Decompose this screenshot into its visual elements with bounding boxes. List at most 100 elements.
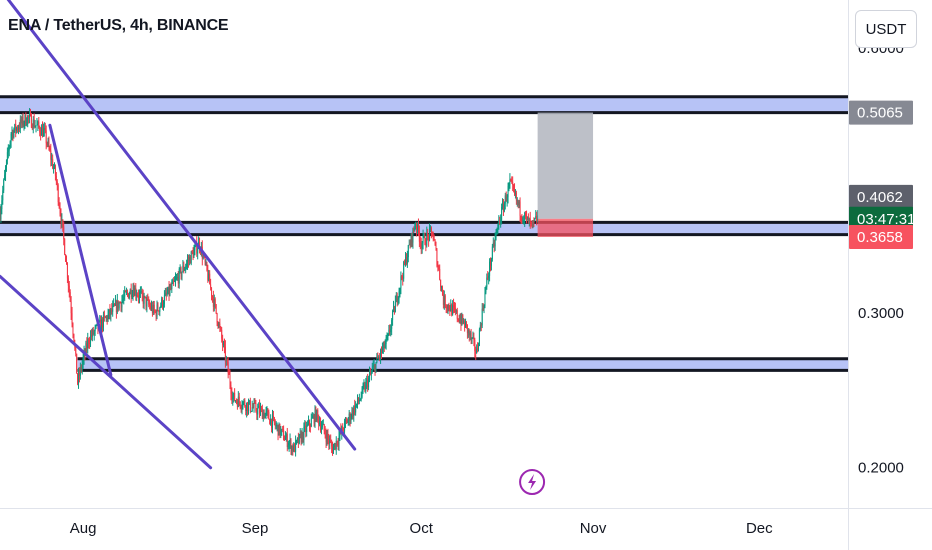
candle-body bbox=[529, 218, 531, 223]
candle-body bbox=[307, 424, 309, 426]
candle-body bbox=[191, 251, 193, 253]
position-target-zone[interactable] bbox=[537, 112, 594, 219]
currency-selector[interactable]: USDT bbox=[855, 10, 917, 48]
trendline-3[interactable] bbox=[0, 274, 213, 470]
candle-body bbox=[452, 305, 454, 315]
candle-body bbox=[485, 286, 487, 293]
candle-body bbox=[348, 413, 350, 420]
candle-body bbox=[464, 321, 466, 328]
candle-body bbox=[518, 201, 520, 206]
candle-body bbox=[331, 442, 333, 447]
candle-body bbox=[175, 279, 177, 281]
candle-body bbox=[403, 262, 405, 279]
candle-body bbox=[259, 405, 261, 414]
candle-body bbox=[58, 202, 60, 207]
candle-body bbox=[216, 313, 218, 323]
zone-support-mid bbox=[0, 222, 848, 235]
candle-body bbox=[24, 115, 26, 124]
candle-body bbox=[486, 277, 488, 287]
candle-body bbox=[184, 268, 186, 271]
candle-body bbox=[102, 315, 104, 328]
candle-body bbox=[220, 327, 222, 330]
candle-body bbox=[129, 289, 131, 295]
candle-body bbox=[224, 346, 226, 362]
candle-body bbox=[51, 158, 53, 160]
candle-body bbox=[59, 206, 61, 214]
candle-body bbox=[254, 402, 256, 404]
position-stop-zone[interactable] bbox=[537, 218, 594, 237]
candle-body bbox=[11, 131, 13, 135]
candle-body bbox=[335, 440, 337, 450]
candle-body bbox=[456, 310, 458, 319]
candle-body bbox=[158, 310, 160, 312]
price-label-red bbox=[849, 224, 913, 249]
event-layer[interactable] bbox=[519, 469, 546, 495]
candle-body bbox=[169, 287, 171, 295]
candle-body bbox=[532, 220, 534, 223]
candle-body bbox=[478, 329, 480, 346]
candle-body bbox=[248, 400, 250, 404]
candle-body bbox=[162, 298, 164, 307]
candle-body bbox=[114, 304, 116, 306]
candle-body bbox=[292, 446, 294, 452]
candle-body bbox=[299, 433, 301, 435]
candle-body bbox=[406, 257, 408, 264]
candle-body bbox=[365, 382, 367, 391]
candle-body bbox=[523, 220, 525, 222]
candle-body bbox=[455, 310, 457, 312]
candle-body bbox=[454, 308, 456, 312]
position-layer[interactable] bbox=[537, 112, 594, 237]
candle-body bbox=[304, 425, 306, 427]
candle-body bbox=[377, 356, 379, 359]
candle-body bbox=[527, 216, 529, 224]
candle-body bbox=[16, 127, 18, 131]
candle-body bbox=[204, 256, 206, 263]
candle-body bbox=[115, 301, 117, 313]
candle-body bbox=[301, 432, 303, 443]
candle-body bbox=[146, 299, 148, 307]
candle-body bbox=[351, 410, 353, 418]
trendline-1[interactable] bbox=[0, 0, 357, 451]
candle-body bbox=[207, 270, 209, 281]
candle-body bbox=[458, 319, 460, 323]
candle-body bbox=[380, 349, 382, 358]
candle-body bbox=[14, 124, 16, 131]
candle-body bbox=[457, 318, 459, 320]
candle-body bbox=[126, 292, 128, 294]
candle-body bbox=[413, 228, 415, 230]
candle-body bbox=[318, 416, 320, 425]
candle-body bbox=[95, 325, 97, 327]
candle-body bbox=[469, 332, 471, 336]
candle-body bbox=[20, 119, 22, 124]
candle-body bbox=[123, 296, 125, 300]
candle-body bbox=[264, 413, 266, 419]
candle-body bbox=[290, 439, 292, 452]
candle-body bbox=[113, 304, 115, 306]
price-label-text: 0.4062 bbox=[857, 189, 903, 206]
price-tick-label: 0.3000 bbox=[858, 305, 904, 322]
candle-body bbox=[185, 266, 187, 269]
candle-body bbox=[236, 401, 238, 407]
candle-body bbox=[312, 415, 314, 418]
candle-body bbox=[133, 289, 135, 296]
candle-body bbox=[427, 232, 429, 235]
trendline-2[interactable] bbox=[48, 123, 113, 377]
candle-body bbox=[88, 339, 90, 344]
candle-body bbox=[104, 316, 106, 318]
candle-body bbox=[293, 444, 295, 452]
candle-body bbox=[309, 425, 311, 427]
candle-body bbox=[315, 409, 317, 421]
candle-body bbox=[360, 396, 362, 400]
candle-body bbox=[453, 305, 455, 307]
trendlines-layer bbox=[0, 0, 357, 470]
candle-body bbox=[80, 367, 82, 370]
candle-body bbox=[234, 392, 236, 401]
candle-body bbox=[445, 306, 447, 308]
candle-body bbox=[124, 291, 126, 297]
candle-body bbox=[450, 304, 452, 312]
candle-body bbox=[358, 400, 360, 402]
candle-body bbox=[345, 420, 347, 422]
candle-body bbox=[148, 299, 150, 305]
